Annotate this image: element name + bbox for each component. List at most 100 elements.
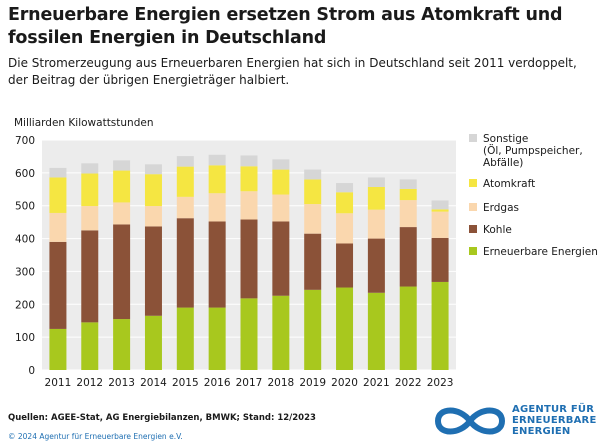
x-tick-label: 2012 [76,377,103,389]
x-tick-label: 2018 [267,377,294,389]
bar-segment-4-2013 [113,170,131,203]
bar-segment-4-2017 [240,166,258,192]
bar-segment-2-2018 [272,221,290,296]
x-tick-label: 2019 [299,377,326,389]
legend-label: Erdgas [483,202,519,214]
bar-segment-1-2015 [176,307,194,370]
x-tick-label: 2014 [140,377,167,389]
bar-segment-4-2015 [176,166,194,197]
x-tick-label: 2013 [108,377,135,389]
logo-line-1: AGENTUR FÜR [512,404,595,415]
x-tick-labels: 2011 2012 2013 2014 2015 2016 2017 2018 2019 2020… [45,377,454,389]
bar-segment-2-2022 [399,227,417,287]
bar-segment-3-2022 [399,200,417,228]
bar-segment-3-2017 [240,191,258,220]
bar-segment-4-2018 [272,169,290,195]
legend: Sonstige (Öl, Pumpspeicher, Abfälle) Atomk… [469,133,598,258]
bar-segment-3-2011 [49,212,67,242]
bar-segment-5-2018 [272,159,290,170]
y-tick-labels: 0 100 200 300 400 500 600 700 [15,135,35,377]
bar-segment-1-2023 [431,281,449,370]
bar-segment-5-2014 [144,164,162,175]
infinity-logo-icon [435,407,505,435]
source-note: Quellen: AGEE-Stat, AG Energiebilanzen, … [8,413,316,423]
bar-segment-4-2011 [49,177,67,213]
bar-segment-1-2019 [304,289,322,370]
logo-line-3: ENERGIEN [512,426,571,437]
bar-segment-4-2014 [144,174,162,207]
y-tick-label: 300 [15,266,35,278]
y-tick-label: 100 [15,332,35,344]
bar-segment-1-2018 [272,295,290,370]
bar-segment-1-2022 [399,286,417,370]
y-tick-label: 700 [15,135,35,147]
x-tick-label: 2016 [204,377,231,389]
bar-segment-2-2017 [240,219,258,299]
bar-segment-3-2018 [272,194,290,222]
chart-title: Erneuerbare Energien ersetzen Strom aus … [8,5,563,48]
logo-wordmark: AGENTUR FÜR ERNEUERBARE ENERGIEN [512,404,600,437]
bar-segment-5-2017 [240,155,258,167]
bar-segment-3-2013 [113,202,131,225]
legend-label: Atomkraft [483,178,535,190]
bar-segment-2-2016 [208,221,226,308]
bar-segment-5-2015 [176,156,194,167]
bar-segment-5-2023 [431,200,449,210]
legend-swatch [469,179,477,187]
bar-segment-2-2013 [113,224,131,320]
bar-segment-1-2017 [240,298,258,370]
y-tick-label: 500 [15,201,35,213]
bars [49,154,449,370]
bar-segment-2-2020 [336,243,354,288]
x-tick-label: 2021 [363,377,390,389]
bar-segment-2-2011 [49,241,67,329]
y-tick-label: 600 [15,168,35,180]
bar-segment-5-2016 [208,154,226,166]
bar-segment-1-2011 [49,328,67,370]
legend-swatch [469,225,477,233]
legend-swatch [469,203,477,211]
bar-segment-3-2023 [431,211,449,238]
bar-segment-2-2015 [176,218,194,308]
legend-label: Kohle [483,224,512,236]
y-tick-label: 0 [28,365,35,377]
bar-segment-5-2020 [336,183,354,193]
bar-segment-4-2021 [367,186,385,210]
x-tick-label: 2020 [331,377,358,389]
x-tick-label: 2015 [172,377,199,389]
bar-segment-4-2023 [431,209,449,212]
legend-label: Erneuerbare Energien [483,246,598,258]
logo-line-2: ERNEUERBARE [512,415,597,426]
bar-segment-5-2019 [304,169,322,180]
bar-segment-3-2021 [367,209,385,239]
bar-segment-2-2023 [431,237,449,282]
bar-segment-1-2020 [336,287,354,370]
bar-segment-4-2016 [208,165,226,194]
bar-segment-1-2014 [144,315,162,370]
bar-segment-1-2013 [113,319,131,370]
x-tick-label: 2011 [45,377,72,389]
bar-segment-3-2015 [176,196,194,219]
bar-segment-1-2012 [81,322,99,370]
bar-segment-2-2019 [304,233,322,290]
legend-swatch [469,247,477,255]
bar-segment-5-2013 [113,160,131,171]
bar-segment-2-2012 [81,230,99,323]
legend-label: Sonstige (Öl, Pumpspeicher, Abfälle) [483,133,586,169]
bar-segment-3-2012 [81,206,99,231]
x-tick-label: 2017 [236,377,263,389]
bar-segment-1-2016 [208,307,226,370]
x-tick-label: 2022 [395,377,422,389]
copyright-note: © 2024 Agentur für Erneuerbare Energien … [8,432,183,441]
bar-segment-4-2020 [336,192,354,214]
bar-segment-4-2019 [304,179,322,205]
bar-segment-3-2014 [144,206,162,227]
bar-segment-3-2019 [304,204,322,234]
bar-segment-4-2012 [81,173,99,207]
y-axis-label: Milliarden Kilowattstunden [14,117,154,129]
bar-segment-4-2022 [399,188,417,201]
bar-segment-5-2021 [367,177,385,187]
x-tick-label: 2023 [427,377,454,389]
bar-segment-3-2016 [208,193,226,222]
bar-segment-5-2012 [81,163,99,174]
